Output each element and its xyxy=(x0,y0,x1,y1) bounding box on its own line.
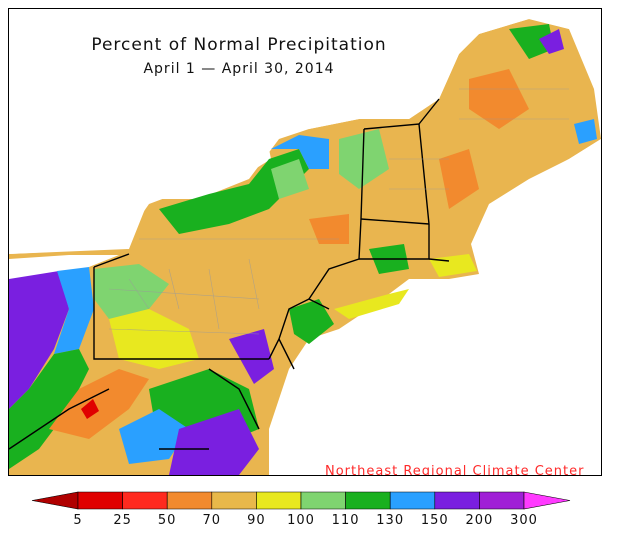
legend-bin xyxy=(345,491,391,510)
legend-bin xyxy=(389,491,436,510)
legend-tick-label: 25 xyxy=(113,513,132,528)
zone-green-me xyxy=(509,24,554,59)
legend-tick-label: 110 xyxy=(331,513,360,528)
legend-tick-label: 100 xyxy=(287,513,315,528)
legend-tick-label: 300 xyxy=(510,513,538,528)
legend-bin xyxy=(122,491,168,510)
precipitation-map: Percent of Normal Precipitation April 1 … xyxy=(8,8,602,476)
legend-tick-label: 150 xyxy=(420,513,449,528)
zone-green-west xyxy=(9,349,89,469)
zone-orange-nh xyxy=(439,149,479,209)
atlantic-ocean xyxy=(271,139,601,475)
state-borders xyxy=(9,98,450,450)
zone-purple-va xyxy=(169,409,259,475)
county-borders xyxy=(108,88,569,335)
map-graphic xyxy=(9,9,601,475)
zone-red-wv xyxy=(81,399,99,419)
map-credit: Northeast Regional Climate Center xyxy=(325,464,585,476)
zone-blue-va xyxy=(119,409,189,464)
lake-ontario xyxy=(9,109,281,254)
zone-green-ny-north xyxy=(271,159,309,199)
legend-bin xyxy=(479,491,525,510)
legend-tick-label: 50 xyxy=(157,513,177,528)
legend-bin xyxy=(31,491,79,510)
color-legend: 5 25 50 70 90 100 110 130 150 200 300 xyxy=(0,490,628,550)
legend-bin xyxy=(77,491,123,510)
legend-tick-label: 5 xyxy=(73,513,83,528)
zone-green-pa xyxy=(94,264,169,319)
zone-blue-ny xyxy=(271,135,329,169)
zone-orange-me xyxy=(469,69,529,129)
legend-bin xyxy=(211,491,257,510)
map-title: Percent of Normal Precipitation xyxy=(91,35,387,55)
legend-bin xyxy=(300,491,346,510)
canada-area xyxy=(9,9,601,244)
legend-tick-label: 130 xyxy=(376,513,405,528)
zone-purple-me xyxy=(539,29,564,54)
legend-bin xyxy=(434,491,480,510)
legend-tick-label: 70 xyxy=(202,513,222,528)
legend-colorbar xyxy=(31,491,571,510)
legend-tick-label: 200 xyxy=(465,513,494,528)
zone-purple-md xyxy=(229,329,274,384)
zone-yellow-pa xyxy=(109,309,199,369)
zone-blue-me xyxy=(574,119,597,144)
zone-yellow-li xyxy=(334,289,409,319)
zone-green-nj xyxy=(289,299,334,344)
zone-blue-west xyxy=(54,267,94,354)
legend-bin xyxy=(256,491,302,510)
lake-erie xyxy=(9,255,119,309)
zone-orange-wv xyxy=(49,369,149,439)
legend-tick-label: 90 xyxy=(247,513,266,528)
zone-green-vt xyxy=(339,129,389,189)
legend-bin xyxy=(166,491,213,510)
legend-bin xyxy=(523,491,571,510)
zone-orange-ny xyxy=(309,214,349,244)
map-subtitle: April 1 — April 30, 2014 xyxy=(143,61,335,77)
zone-purple-west xyxy=(9,271,69,409)
